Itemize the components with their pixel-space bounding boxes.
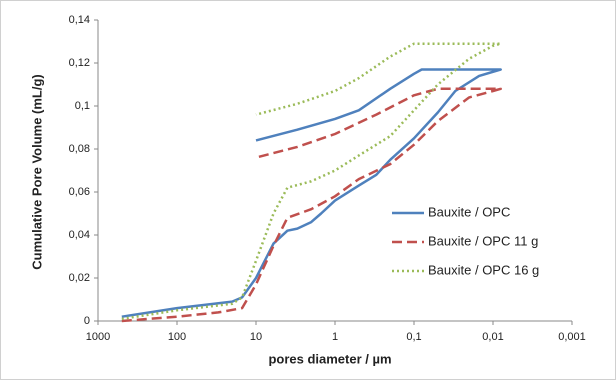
x-tick-label: 0,1 [406,331,421,343]
x-tick-label: 100 [168,331,186,343]
legend-label: Bauxite / OPC [428,204,510,219]
x-axis-title: pores diameter / µm [268,351,391,366]
legend-label: Bauxite / OPC 16 g [428,262,539,277]
series-line [121,42,502,321]
y-tick-label: 0,12 [69,57,90,69]
x-tick-label: 1000 [86,331,110,343]
y-tick-label: 0,08 [69,143,90,155]
y-tick-label: 0,1 [75,100,90,112]
x-tick-label: 0,01 [482,331,503,343]
legend-label: Bauxite / OPC 11 g [428,233,538,248]
y-tick-label: 0,04 [69,229,90,241]
x-tick-label: 0,001 [558,331,586,343]
x-tick-label: 10 [250,331,262,343]
series-line [121,87,502,323]
y-tick-label: 0,02 [69,272,90,284]
x-tick-label: 1 [332,331,338,343]
y-tick-label: 0,06 [69,186,90,198]
y-tick-label: 0 [84,315,90,327]
y-axis-title: Cumulative Pore Volume (mL/g) [29,74,44,270]
y-tick-label: 0,14 [69,14,90,26]
